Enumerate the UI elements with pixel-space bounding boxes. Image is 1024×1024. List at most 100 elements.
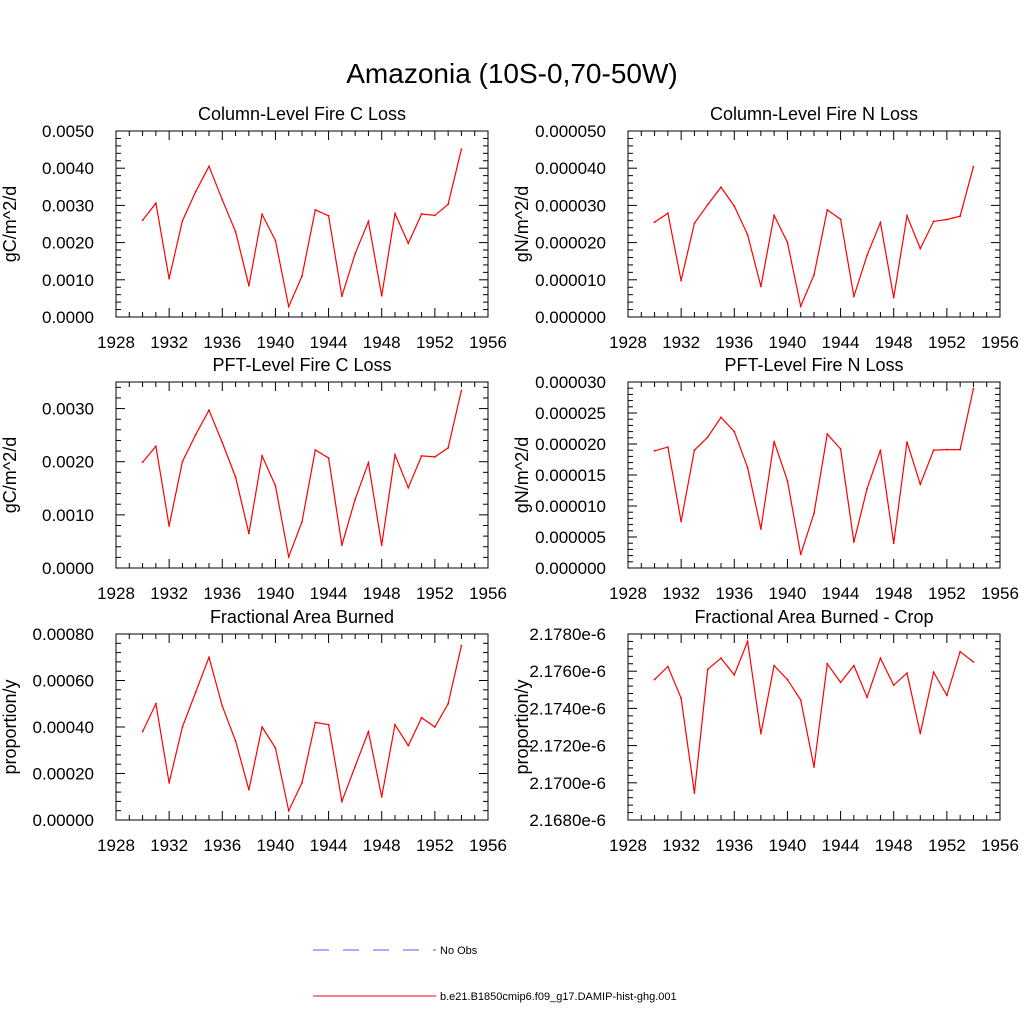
y-tick-label: 0.00040 [33, 718, 94, 737]
x-tick-label: 1948 [875, 836, 913, 855]
data-point [340, 800, 343, 803]
data-point [786, 678, 789, 681]
data-point [759, 285, 762, 288]
plot-frame [627, 381, 1001, 569]
x-tick-label: 1956 [981, 836, 1019, 855]
y-tick-label: 2.1680e-6 [529, 811, 606, 830]
data-point [906, 441, 908, 444]
data-point [813, 766, 815, 768]
data-point [420, 213, 423, 215]
y-tick-label: 2.1780e-6 [529, 625, 606, 644]
data-point [141, 730, 144, 733]
y-tick-label: 0.000000 [535, 308, 606, 327]
data-point [972, 165, 975, 168]
x-tick-label: 1956 [981, 333, 1019, 352]
x-tick-label: 1952 [928, 584, 966, 603]
x-tick-label: 1944 [822, 584, 860, 603]
plot-frame [115, 130, 489, 318]
data-point [447, 446, 450, 449]
x-tick-label: 1928 [609, 836, 647, 855]
y-tick-label: 0.0020 [42, 234, 94, 253]
data-point [447, 702, 450, 705]
legend: No Obs b.e21.B1850cmip6.f09_g17.DAMIP-his… [313, 945, 677, 1003]
x-tick-label: 1952 [416, 836, 454, 855]
data-point [852, 295, 855, 298]
data-point [720, 416, 722, 419]
x-tick-label: 1940 [769, 333, 807, 352]
x-tick-label: 1952 [416, 584, 454, 603]
x-tick-label: 1940 [769, 836, 807, 855]
data-point [327, 457, 330, 459]
data-point [919, 247, 922, 250]
data-point [733, 674, 736, 676]
plot-frame [115, 633, 489, 821]
page-title: Amazonia (10S-0,70-50W) [346, 58, 677, 89]
x-tick-label: 1936 [203, 836, 241, 855]
data-point [154, 445, 157, 448]
data-point [773, 440, 776, 443]
data-point [932, 220, 935, 223]
x-tick-label: 1944 [822, 333, 860, 352]
x-tick-label: 1940 [769, 584, 807, 603]
data-point [261, 213, 264, 216]
x-tick-label: 1956 [469, 584, 507, 603]
data-point [460, 389, 463, 392]
x-tick-label: 1932 [150, 333, 188, 352]
legend-label: No Obs [440, 945, 478, 957]
y-tick-label: 0.0020 [42, 453, 94, 472]
chart-panel: Column-Level Fire N Loss 1928 1932 1936 1940… [512, 104, 1019, 352]
data-point [168, 781, 171, 784]
panel-title: Fractional Area Burned [210, 607, 394, 627]
data-point [274, 239, 277, 242]
data-point [839, 681, 842, 684]
panel-title: Column-Level Fire N Loss [710, 104, 918, 124]
data-point [945, 218, 948, 221]
data-point [208, 409, 210, 412]
x-tick-label: 1952 [928, 836, 966, 855]
x-tick-label: 1944 [310, 584, 348, 603]
data-point [221, 198, 224, 201]
data-point [866, 696, 869, 699]
data-point [194, 190, 197, 193]
data-point [786, 241, 789, 244]
x-tick-label: 1936 [203, 584, 241, 603]
y-tick-label: 0.000000 [535, 559, 606, 578]
x-tick-label: 1928 [609, 333, 647, 352]
data-point [234, 740, 237, 742]
y-tick-label: 0.00000 [33, 811, 94, 830]
y-tick-label: 0.0050 [42, 122, 94, 141]
data-point [799, 699, 802, 701]
x-tick-label: 1936 [203, 333, 241, 352]
data-point [287, 555, 290, 558]
data-point [234, 230, 237, 233]
x-tick-label: 1932 [662, 333, 700, 352]
data-point [141, 461, 144, 464]
plot-frame [627, 633, 1001, 821]
data-point [367, 220, 370, 223]
x-tick-label: 1932 [662, 584, 700, 603]
data-point [706, 668, 709, 671]
chart-panel: Fractional Area Burned - Crop 1928 1932 193… [512, 607, 1019, 855]
data-point [906, 214, 908, 217]
series-line [142, 645, 462, 813]
chart-panel: Fractional Area Burned 1928 1932 1936 1940 19… [0, 607, 507, 855]
data-point [380, 544, 383, 547]
series-line [654, 388, 974, 555]
data-point [666, 212, 669, 215]
data-point [653, 449, 656, 452]
data-point [460, 644, 463, 647]
series-line [142, 149, 462, 309]
data-point [407, 744, 410, 747]
data-point [972, 661, 975, 663]
data-point [327, 214, 330, 217]
x-tick-label: 1948 [875, 333, 913, 352]
y-tick-label: 0.0040 [42, 159, 94, 178]
data-point [919, 732, 922, 735]
x-tick-label: 1932 [662, 836, 700, 855]
panel-title: Fractional Area Burned - Crop [694, 607, 933, 627]
data-point [154, 702, 157, 705]
data-point [839, 448, 842, 450]
data-point [194, 433, 197, 436]
y-axis-label: gC/m^2/d [0, 186, 20, 262]
legend-entry: No Obs [313, 945, 478, 957]
